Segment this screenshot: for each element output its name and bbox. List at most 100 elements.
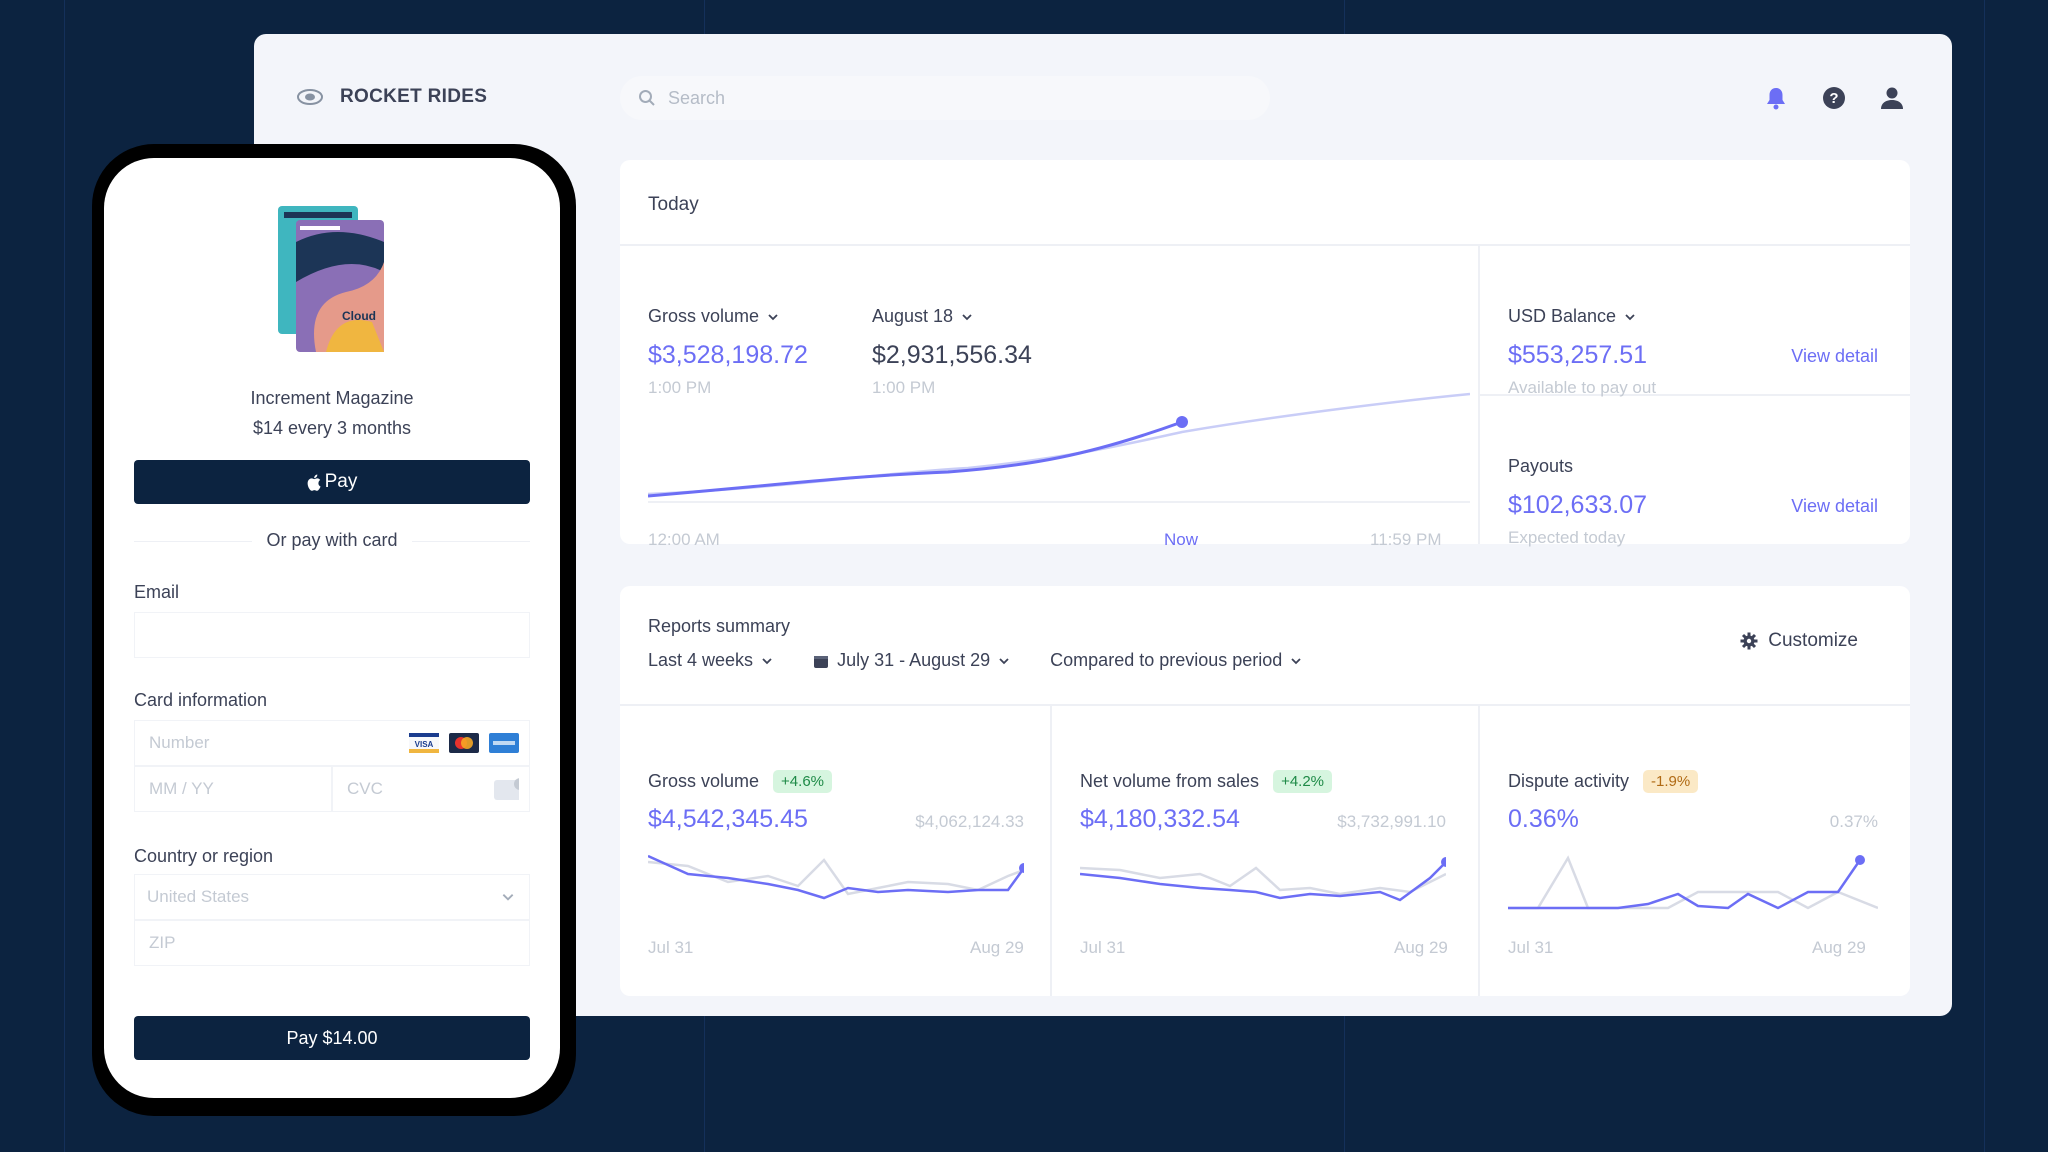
chevron-down-icon bbox=[768, 313, 778, 320]
email-field[interactable] bbox=[134, 612, 530, 658]
chevron-down-icon bbox=[1625, 313, 1635, 320]
search-input[interactable] bbox=[666, 86, 1230, 110]
compare-metric: August 18 $2,931,556.34 1:00 PM bbox=[872, 306, 1032, 398]
search-bar[interactable] bbox=[620, 76, 1270, 120]
balance-label: USD Balance bbox=[1508, 306, 1617, 326]
change-badge: +4.6% bbox=[773, 770, 832, 793]
report-dispute-activity: Dispute activity -1.9% 0.36% 0.37% bbox=[1508, 770, 1878, 834]
metric-value: 0.36% bbox=[1508, 805, 1579, 833]
sparkline-start: Jul 31 bbox=[648, 938, 694, 957]
email-input[interactable] bbox=[147, 624, 529, 646]
balance-currency-dropdown[interactable]: USD Balance bbox=[1508, 306, 1636, 327]
card-number-field[interactable]: VISA bbox=[134, 720, 530, 766]
comparison-label: Compared to previous period bbox=[1050, 650, 1283, 670]
product-price: $14 every 3 months bbox=[252, 418, 412, 438]
cvc-input[interactable] bbox=[345, 778, 494, 800]
pay-button[interactable]: Pay $14.00 bbox=[134, 1016, 530, 1060]
card-info-label: Card information bbox=[134, 690, 268, 710]
compare-value: $2,931,556.34 bbox=[872, 341, 1032, 369]
chevron-down-icon bbox=[999, 657, 1009, 664]
help-icon[interactable]: ? bbox=[1820, 84, 1848, 112]
range-label: Last 4 weeks bbox=[648, 650, 754, 670]
payouts-sub: Expected today bbox=[1508, 528, 1626, 547]
amex-icon bbox=[489, 733, 519, 753]
metric-value: $4,542,345.45 bbox=[648, 805, 808, 833]
customize-button[interactable]: Customize bbox=[1740, 630, 1858, 652]
customize-label: Customize bbox=[1768, 630, 1858, 651]
svg-text:?: ? bbox=[1829, 90, 1838, 107]
calendar-icon bbox=[814, 655, 829, 668]
chevron-down-icon bbox=[502, 894, 514, 901]
dispute-sparkline bbox=[1508, 855, 1878, 910]
brand-name: ROCKET RIDES bbox=[340, 86, 488, 107]
payouts-metric: Payouts $102,633.07 Expected today bbox=[1508, 456, 1647, 548]
gross-volume-dropdown[interactable]: Gross volume bbox=[648, 306, 779, 327]
phone-frame: Cloud Increment Magazine $14 every 3 mon… bbox=[92, 144, 576, 1116]
chevron-down-icon bbox=[962, 313, 972, 320]
expiry-input[interactable] bbox=[147, 778, 331, 800]
expiry-field[interactable] bbox=[134, 766, 332, 812]
compare-date-dropdown[interactable]: August 18 bbox=[872, 306, 973, 327]
metric-label: Net volume from sales bbox=[1080, 771, 1260, 791]
card-brands: VISA bbox=[409, 733, 519, 753]
metric-previous: $3,732,991.10 bbox=[1337, 812, 1446, 831]
apple-logo-icon bbox=[307, 474, 321, 491]
metric-label: Gross volume bbox=[648, 771, 760, 791]
report-net-volume: Net volume from sales +4.2% $4,180,332.5… bbox=[1080, 770, 1446, 834]
date-range-dropdown[interactable]: July 31 - August 29 bbox=[813, 650, 1010, 671]
payouts-value: $102,633.07 bbox=[1508, 491, 1648, 519]
user-icon[interactable] bbox=[1878, 84, 1906, 112]
gear-icon bbox=[1740, 632, 1758, 650]
now-marker bbox=[1176, 416, 1188, 428]
axis-now-label: Now bbox=[1164, 530, 1199, 549]
or-pay-with-card: Or pay with card bbox=[104, 530, 560, 551]
mastercard-icon bbox=[449, 733, 479, 753]
today-title: Today bbox=[648, 194, 699, 215]
sparkline-end: Aug 29 bbox=[970, 938, 1024, 957]
change-badge: +4.2% bbox=[1273, 770, 1333, 793]
payouts-view-detail-link[interactable]: View detail bbox=[1791, 496, 1878, 516]
country-value: United States bbox=[147, 887, 250, 906]
search-icon bbox=[639, 90, 655, 106]
axis-start-label: 12:00 AM bbox=[648, 530, 720, 549]
magazine-cover-image: Cloud bbox=[278, 206, 384, 352]
payouts-label: Payouts bbox=[1508, 456, 1574, 476]
today-card: Today Gross volume $3,528,198.72 1:00 PM… bbox=[620, 160, 1910, 549]
gross-volume-label: Gross volume bbox=[648, 306, 760, 326]
reports-card: Reports summary Last 4 weeks July 31 - A… bbox=[620, 586, 1910, 996]
apple-pay-button[interactable]: Pay bbox=[134, 460, 530, 504]
zip-field[interactable] bbox=[134, 920, 530, 966]
balance-value: $553,257.51 bbox=[1508, 341, 1648, 369]
divider bbox=[1478, 704, 1480, 996]
gross-series-line bbox=[648, 420, 1183, 498]
metric-value: $4,180,332.54 bbox=[1080, 805, 1240, 833]
balance-view-detail-link[interactable]: View detail bbox=[1791, 346, 1878, 366]
date-range-label: July 31 - August 29 bbox=[837, 650, 991, 670]
country-select[interactable]: United States bbox=[134, 874, 530, 920]
sparkline-start: Jul 31 bbox=[1080, 938, 1126, 957]
balance-sub: Available to pay out bbox=[1508, 378, 1657, 397]
product-name: Increment Magazine bbox=[250, 388, 414, 408]
country-label: Country or region bbox=[134, 846, 274, 866]
cvc-card-icon bbox=[493, 778, 519, 800]
rocket-logo-icon bbox=[297, 89, 323, 105]
divider bbox=[1050, 704, 1052, 996]
axis-end-label: 11:59 PM bbox=[1370, 530, 1442, 549]
bell-icon[interactable] bbox=[1762, 84, 1790, 112]
divider bbox=[1478, 394, 1910, 396]
reports-title: Reports summary bbox=[648, 616, 791, 636]
brand[interactable]: ROCKET RIDES bbox=[296, 86, 487, 108]
sparkline-start: Jul 31 bbox=[1508, 938, 1554, 957]
compare-time: 1:00 PM bbox=[872, 378, 936, 397]
usd-balance-metric: USD Balance $553,257.51 Available to pay… bbox=[1508, 306, 1656, 398]
net-volume-sparkline bbox=[1080, 857, 1446, 902]
visa-icon: VISA bbox=[409, 733, 439, 753]
range-dropdown[interactable]: Last 4 weeks bbox=[648, 650, 773, 671]
comparison-dropdown[interactable]: Compared to previous period bbox=[1050, 650, 1302, 671]
zip-input[interactable] bbox=[147, 932, 529, 954]
today-line-chart bbox=[648, 392, 1470, 503]
sparkline-end: Aug 29 bbox=[1394, 938, 1448, 957]
cvc-field[interactable] bbox=[332, 766, 530, 812]
card-number-input[interactable] bbox=[147, 732, 409, 754]
metric-previous: $4,062,124.33 bbox=[915, 812, 1024, 831]
